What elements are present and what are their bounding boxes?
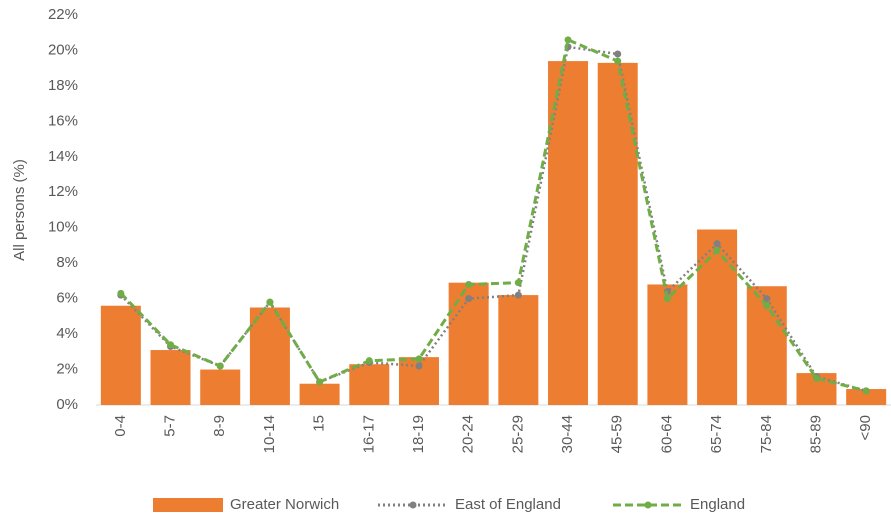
bar xyxy=(647,284,688,405)
marker xyxy=(514,291,522,299)
y-tick-label: 18% xyxy=(48,77,78,94)
marker xyxy=(713,240,721,248)
marker xyxy=(763,302,771,310)
line xyxy=(119,37,867,393)
legend-marker xyxy=(409,501,417,509)
marker xyxy=(713,247,721,255)
y-tick-label: 16% xyxy=(48,112,78,129)
marker xyxy=(465,280,473,288)
y-tick-label: 10% xyxy=(48,219,78,236)
y-tick-label: 12% xyxy=(48,183,78,200)
bar xyxy=(100,305,141,405)
marker xyxy=(663,295,671,303)
x-tick-label: <90 xyxy=(857,415,874,440)
x-tick-label: 60-64 xyxy=(658,415,675,453)
y-tick-label: 6% xyxy=(56,290,78,307)
x-tick-label: 85-89 xyxy=(807,415,824,453)
x-tick-label: 8-9 xyxy=(211,415,228,437)
y-tick-label: 4% xyxy=(56,325,78,342)
legend-label: East of England xyxy=(455,496,561,513)
marker xyxy=(862,387,870,395)
y-tick-label: 14% xyxy=(48,148,78,165)
y-tick-label: 20% xyxy=(48,41,78,58)
marker xyxy=(216,362,224,370)
marker xyxy=(167,341,175,349)
marker xyxy=(465,295,473,303)
y-tick-label: 2% xyxy=(56,361,78,378)
marker xyxy=(266,298,274,306)
x-tick-label: 45-59 xyxy=(609,415,626,453)
x-tick-label: 30-44 xyxy=(559,415,576,453)
marker xyxy=(415,355,423,363)
bar xyxy=(597,62,638,405)
x-tick-label: 25-29 xyxy=(509,415,526,453)
marker xyxy=(564,36,572,44)
bar xyxy=(548,61,589,405)
x-tick-label: 0-4 xyxy=(112,415,129,437)
marker xyxy=(614,50,622,58)
bar xyxy=(498,295,539,405)
legend-label: England xyxy=(690,496,745,513)
marker xyxy=(763,295,771,303)
x-tick-label: 20-24 xyxy=(460,415,477,453)
legend-label: Greater Norwich xyxy=(230,496,339,513)
line xyxy=(119,45,867,393)
marker xyxy=(614,57,622,65)
y-tick-label: 8% xyxy=(56,254,78,271)
marker xyxy=(415,362,423,370)
bar xyxy=(150,350,191,405)
bar xyxy=(697,229,738,405)
marker xyxy=(316,378,324,386)
bar xyxy=(349,364,390,405)
x-tick-label: 18-19 xyxy=(410,415,427,453)
bar xyxy=(846,389,887,405)
bar xyxy=(200,369,241,405)
x-tick-label: 5-7 xyxy=(162,415,179,437)
x-tick-label: 75-84 xyxy=(758,415,775,453)
marker xyxy=(514,279,522,287)
x-tick-label: 10-14 xyxy=(261,415,278,453)
marker xyxy=(365,357,373,365)
legend-marker xyxy=(644,501,652,509)
x-tick-label: 15 xyxy=(311,415,328,432)
legend-swatch xyxy=(153,498,223,512)
bar xyxy=(299,383,340,405)
y-axis-title: All persons (%) xyxy=(11,159,28,261)
y-tick-label: 0% xyxy=(56,396,78,413)
x-tick-label: 65-74 xyxy=(708,415,725,453)
marker xyxy=(117,289,125,297)
y-tick-label: 22% xyxy=(48,6,78,23)
marker xyxy=(812,374,820,382)
x-tick-label: 16-17 xyxy=(360,415,377,453)
